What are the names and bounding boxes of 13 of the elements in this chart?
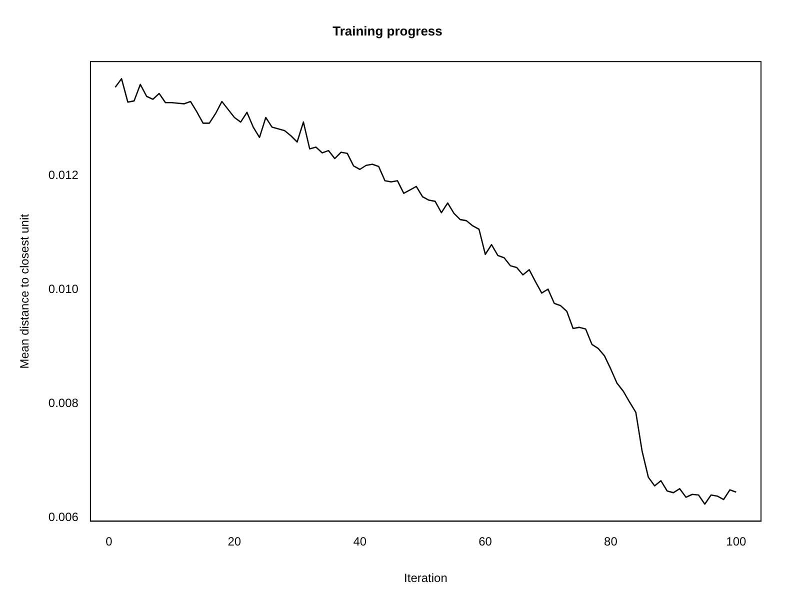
y-tick-label: 0.006 (48, 510, 79, 524)
y-axis-title: Mean distance to closest unit (18, 213, 32, 369)
x-tick-label: 100 (726, 534, 746, 549)
y-tick-label: 0.012 (48, 168, 79, 182)
chart-title: Training progress (332, 23, 442, 38)
x-tick-label: 20 (228, 534, 242, 549)
x-tick-label: 60 (478, 534, 492, 549)
x-axis-title: Iteration (404, 571, 448, 586)
y-tick-label: 0.010 (48, 282, 79, 296)
y-tick-label: 0.008 (48, 396, 79, 410)
x-tick-label: 40 (353, 534, 367, 549)
x-tick-label: 0 (106, 534, 113, 549)
x-tick-label: 80 (604, 534, 618, 549)
